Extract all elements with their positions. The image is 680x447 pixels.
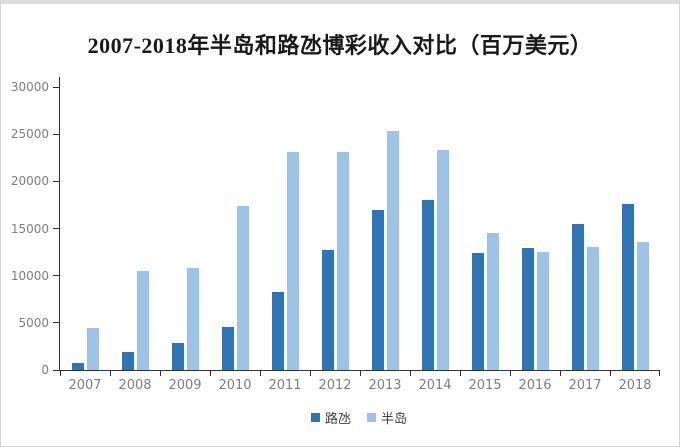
bar-路氹-2016	[521, 248, 534, 370]
x-axis-tick-label: 2013	[368, 378, 402, 393]
bar-group-2015	[460, 87, 510, 370]
bar-路氹-2008	[121, 352, 134, 370]
bar-路氹-2012	[321, 250, 334, 370]
bar-半岛-2016	[536, 252, 549, 370]
bar-group-2008	[110, 87, 160, 370]
x-axis-tick	[610, 370, 611, 376]
bar-group-2017	[560, 87, 610, 370]
bar-路氹-2013	[371, 209, 384, 370]
bar-半岛-2018	[636, 242, 649, 370]
bar-group-2009	[160, 87, 210, 370]
x-axis-tick-label: 2016	[518, 378, 552, 393]
bar-group-2011	[260, 87, 310, 370]
legend: 路氹 半岛	[59, 408, 659, 427]
bar-半岛-2012	[336, 152, 349, 370]
x-axis-tick-label: 2008	[118, 378, 152, 393]
x-axis-tick	[560, 370, 561, 376]
y-axis-tick-label: 5000	[18, 315, 49, 330]
x-axis-tick-label: 2011	[268, 378, 302, 393]
bar-路氹-2007	[71, 363, 84, 370]
bar-group-2007	[60, 87, 110, 370]
bar-半岛-2015	[486, 232, 499, 370]
bar-半岛-2010	[236, 205, 249, 370]
y-axis-tick-label: 0	[41, 363, 49, 377]
y-axis-tick	[53, 180, 60, 182]
x-axis-tick	[510, 370, 511, 376]
bar-group-2016	[510, 87, 560, 370]
y-axis-line	[59, 77, 60, 87]
bar-路氹-2015	[471, 252, 484, 370]
x-axis-tick	[310, 370, 311, 376]
x-axis-tick-label: 2010	[218, 378, 252, 393]
bar-半岛-2017	[586, 247, 599, 370]
bar-半岛-2007	[86, 327, 99, 370]
x-axis-tick	[659, 370, 660, 376]
bar-路氹-2011	[271, 292, 284, 370]
bar-半岛-2011	[286, 152, 299, 370]
bar-group-2014	[410, 87, 460, 370]
y-axis-tick	[53, 369, 60, 371]
x-axis-tick	[260, 370, 261, 376]
y-axis-tick-label: 20000	[10, 174, 49, 189]
bar-group-2013	[360, 87, 410, 370]
x-axis-tick-label: 2014	[418, 378, 452, 393]
y-axis-tick-label: 30000	[10, 80, 49, 94]
y-axis-tick-label: 10000	[10, 268, 49, 283]
x-axis-tick-label: 2012	[318, 378, 352, 393]
x-axis-tick-label: 2015	[468, 378, 502, 393]
bar-半岛-2008	[136, 271, 149, 370]
x-axis-tick	[360, 370, 361, 376]
x-axis-tick-label: 2018	[618, 378, 652, 393]
legend-swatch-icon	[367, 413, 376, 422]
bar-group-2018	[610, 87, 660, 370]
bar-路氹-2014	[421, 200, 434, 370]
bar-路氹-2009	[171, 343, 184, 370]
bar-半岛-2009	[186, 267, 199, 370]
x-axis-tick	[110, 370, 111, 376]
x-axis-tick	[210, 370, 211, 376]
bar-半岛-2013	[386, 131, 399, 370]
y-axis-tick-label: 25000	[10, 127, 49, 142]
legend-swatch-icon	[310, 413, 320, 422]
bar-路氹-2018	[621, 203, 634, 370]
chart-title: 2007-2018年半岛和路氹博彩收入对比（百万美元）	[87, 33, 593, 58]
legend-label: 路氹	[324, 412, 351, 427]
y-axis-tick	[53, 86, 60, 88]
x-axis-tick	[60, 370, 61, 376]
plot-area: 0 5000 10000 15000 20000 25000 30000 2007 2008 20…	[11, 77, 660, 393]
bar-路氹-2010	[221, 326, 234, 370]
x-axis-tick-label: 2007	[68, 378, 102, 393]
y-axis-tick	[53, 228, 60, 229]
bar-半岛-2014	[436, 150, 449, 370]
legend-item-半岛: 半岛	[367, 408, 407, 427]
legend-label: 半岛	[381, 412, 408, 427]
x-axis-tick	[460, 370, 461, 376]
y-axis-tick-label: 15000	[10, 221, 49, 236]
bar-group-2012	[310, 87, 360, 370]
bar-group-2010	[210, 87, 260, 370]
y-axis-tick	[53, 275, 60, 277]
x-axis-tick	[410, 370, 411, 376]
bar-路氹-2017	[571, 224, 584, 370]
x-axis-tick-label: 2009	[168, 378, 202, 393]
y-axis-tick	[53, 322, 60, 324]
legend-item-路氹: 路氹	[310, 408, 351, 427]
x-axis-tick	[160, 370, 161, 376]
y-axis-tick	[53, 133, 60, 135]
x-axis-tick-label: 2017	[568, 378, 602, 393]
